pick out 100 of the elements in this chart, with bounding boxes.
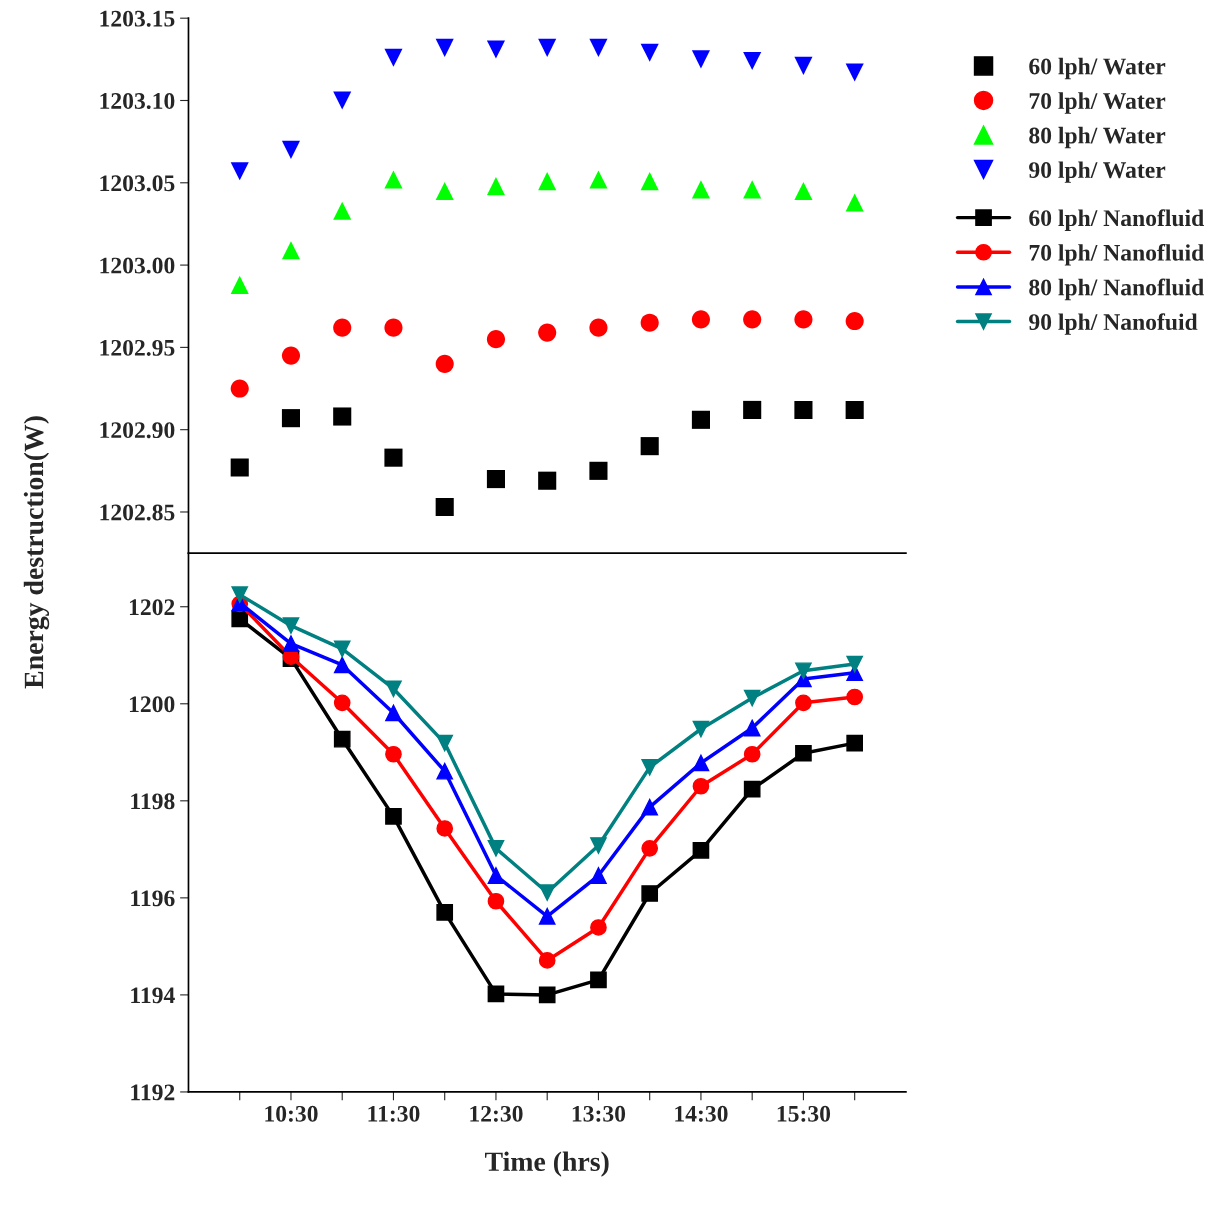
point [795, 662, 812, 680]
point [282, 617, 300, 634]
x-tick-label: 14:30 [675, 1105, 728, 1122]
point [487, 985, 505, 1003]
y-tick-label: 1203.15 [100, 10, 175, 27]
point [641, 798, 659, 816]
x-tick-label: 13:30 [572, 1105, 626, 1122]
point [333, 694, 351, 712]
point [436, 734, 454, 752]
point [641, 759, 659, 776]
point [435, 497, 454, 517]
point [538, 952, 556, 969]
point [794, 400, 813, 419]
point [435, 181, 454, 201]
point [640, 43, 659, 62]
point [743, 51, 762, 71]
y-tick-label: 1202.85 [100, 504, 175, 521]
y-tick-label: 1203.00 [100, 257, 175, 274]
y-tick-label: 1202 [129, 599, 175, 616]
y-tick-label: 1202.95 [100, 339, 175, 356]
point [281, 140, 301, 159]
point [743, 310, 762, 329]
point [641, 840, 659, 857]
legend-label: 90 lph/ Nanofuid [1029, 313, 1198, 335]
point [795, 694, 812, 712]
point [538, 323, 557, 342]
x-tick-label: 10:30 [265, 1105, 318, 1122]
point [487, 840, 505, 857]
point [282, 635, 300, 652]
point [846, 734, 864, 752]
point [281, 346, 301, 365]
point [385, 680, 402, 698]
y-tick-label: 1203.10 [100, 92, 175, 110]
point [436, 820, 454, 837]
point [384, 318, 403, 337]
point [538, 172, 557, 191]
legend-label: 80 lph/ Nanofluid [1029, 278, 1204, 301]
point [641, 885, 659, 902]
y-tick-label: 1196 [131, 890, 175, 907]
legend-label: 60 lph/ Water [1029, 57, 1166, 80]
point [281, 409, 301, 428]
point [846, 688, 864, 706]
point [384, 448, 403, 467]
point [333, 730, 351, 748]
point [333, 407, 352, 426]
legend-label: 70 lph/ Nanofluid [1029, 243, 1204, 266]
x-tick-label: 15:30 [777, 1105, 831, 1122]
point [486, 470, 506, 489]
y-tick-label: 1194 [131, 987, 175, 1004]
point [538, 907, 556, 925]
point [486, 330, 506, 349]
point [230, 275, 249, 294]
point [794, 56, 813, 75]
point [589, 170, 608, 189]
y-axis-title: Energy destruction(W) [23, 416, 50, 689]
point [281, 241, 301, 260]
point [845, 312, 864, 331]
point [589, 461, 608, 480]
point [231, 610, 249, 628]
point [333, 201, 352, 220]
point [333, 640, 351, 658]
x-axis-title: Time (hrs) [485, 1151, 609, 1177]
point [538, 986, 556, 1004]
x-tick-label: 12:30 [470, 1105, 523, 1122]
y-tick-label: 1200 [129, 696, 175, 713]
point [385, 808, 402, 825]
point [486, 40, 506, 59]
point [589, 38, 608, 57]
point [640, 437, 659, 456]
point [846, 655, 864, 673]
point [231, 586, 249, 603]
point [691, 50, 710, 69]
point [743, 400, 762, 419]
point [333, 318, 352, 337]
point [385, 745, 402, 763]
point [436, 904, 454, 921]
y-tick-label: 1192 [131, 1084, 175, 1101]
point [384, 170, 403, 189]
point [692, 720, 710, 738]
legend-label: 90 lph/ Water [1029, 161, 1166, 183]
point [590, 837, 607, 854]
point [845, 63, 864, 82]
point [487, 867, 505, 884]
point [333, 656, 351, 674]
point [845, 193, 864, 212]
y-tick-label: 1202.90 [100, 422, 175, 439]
point [538, 38, 557, 57]
point [743, 689, 761, 707]
point [590, 867, 607, 884]
point [640, 313, 659, 332]
point [640, 172, 659, 191]
point [538, 471, 557, 490]
legend-label: 80 lph/ Water [1029, 126, 1166, 149]
point [590, 971, 607, 989]
point [487, 892, 505, 910]
point [230, 379, 249, 398]
point [743, 780, 761, 798]
legend-label: 70 lph/ Water [1029, 92, 1166, 114]
point [692, 777, 710, 795]
point [230, 458, 249, 477]
